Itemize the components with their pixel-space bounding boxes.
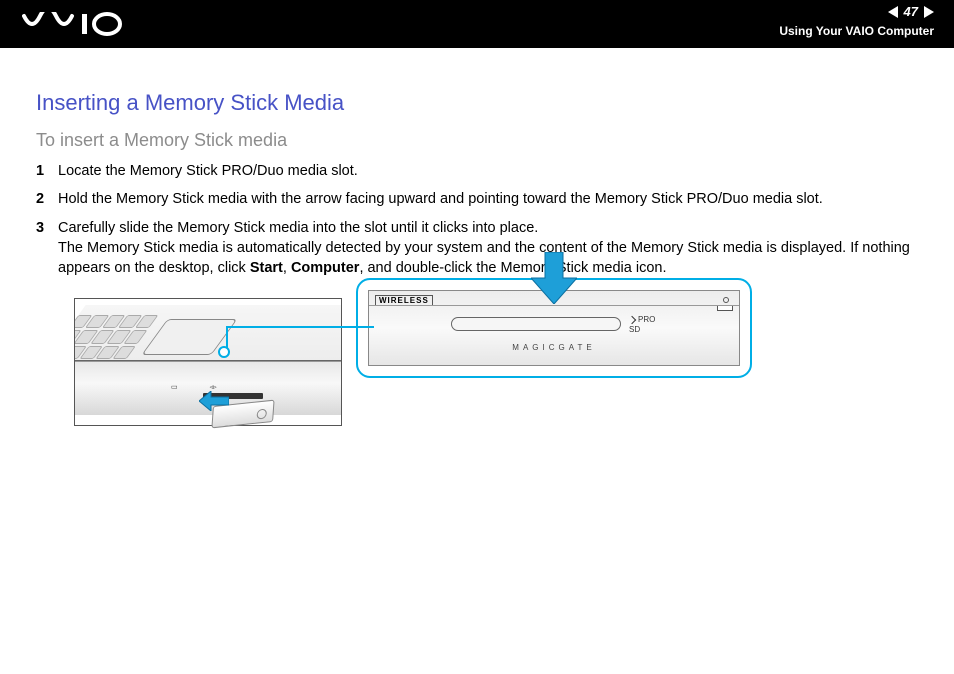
slot-legend-icons: ▭◃▹ (171, 383, 217, 391)
step-item: 2 Hold the Memory Stick media with the a… (36, 189, 922, 209)
step-text: Carefully slide the Memory Stick media i… (58, 218, 922, 279)
step-number: 1 (36, 161, 58, 181)
page-content: Inserting a Memory Stick Media To insert… (0, 48, 954, 426)
vaio-logo (22, 12, 132, 36)
slot-detail-callout: WIRELESS PRO SD MAGICGATE (356, 278, 752, 378)
magicgate-label: MAGICGATE (369, 343, 739, 352)
step-text: Hold the Memory Stick media with the arr… (58, 189, 922, 209)
next-page-arrow-icon[interactable] (924, 6, 934, 18)
bold-start: Start (250, 260, 283, 276)
page-nav: 47 (888, 4, 934, 19)
step-number: 3 (36, 218, 58, 279)
step-item: 1 Locate the Memory Stick PRO/Duo media … (36, 161, 922, 181)
insert-left-arrow-icon (199, 391, 229, 411)
pro-label: PRO (638, 315, 655, 325)
memory-slot-detail-icon (451, 317, 621, 331)
breadcrumb: Using Your VAIO Computer (779, 24, 934, 38)
step-text-line: Carefully slide the Memory Stick media i… (58, 220, 538, 236)
step-text: Locate the Memory Stick PRO/Duo media sl… (58, 161, 922, 181)
step-item: 3 Carefully slide the Memory Stick media… (36, 218, 922, 279)
callout-line-icon (226, 326, 374, 328)
sd-label: SD (629, 325, 655, 335)
steps-list: 1 Locate the Memory Stick PRO/Duo media … (36, 161, 922, 278)
insert-down-arrow-icon (531, 252, 577, 304)
header-bar: 47 Using Your VAIO Computer (0, 0, 954, 48)
page-title: Inserting a Memory Stick Media (36, 90, 922, 116)
step-text-line: , and double-click the Memory Stick medi… (359, 260, 666, 276)
subtitle: To insert a Memory Stick media (36, 130, 922, 151)
sep: , (283, 260, 291, 276)
slot-type-labels: PRO SD (629, 315, 655, 335)
prev-page-arrow-icon[interactable] (888, 6, 898, 18)
bold-computer: Computer (291, 260, 359, 276)
step-number: 2 (36, 189, 58, 209)
illustration: ▭◃▹ WIRELESS (36, 298, 922, 426)
page-number: 47 (904, 4, 918, 19)
wireless-led-icon (723, 297, 729, 303)
